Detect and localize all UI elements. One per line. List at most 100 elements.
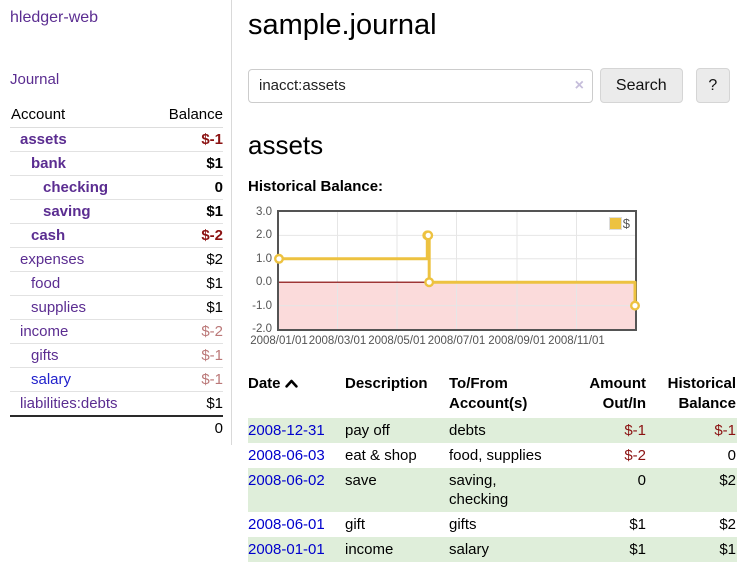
account-balance: $1: [150, 151, 223, 176]
account-row: income $-2: [10, 319, 223, 344]
accounts-total-row: 0: [10, 415, 223, 440]
sidebar-account-link[interactable]: gifts: [31, 347, 59, 364]
historical-balance-chart: $ 3.0 2.0 1.0 0.0 -1.0 -2.0 2008/01/01 2008/03…: [248, 206, 668, 353]
transaction-date-link[interactable]: 2008-01-01: [248, 541, 325, 558]
search-bar: × Search ?: [248, 68, 730, 103]
sidebar-account-link[interactable]: expenses: [20, 251, 85, 268]
x-axis-tick-label: 2008/11/01: [548, 335, 605, 347]
sidebar-account-link[interactable]: income: [20, 323, 69, 340]
transaction-amount: $1: [629, 541, 646, 558]
search-input-wrap: ×: [248, 68, 593, 103]
accounts-table: Account Balance assets $-1 bank $1 checking 0…: [10, 104, 223, 440]
transaction-row: 2008-06-01 gift gifts $1 $2: [248, 512, 737, 537]
sidebar-account-link[interactable]: checking: [43, 179, 109, 196]
transaction-description: save: [345, 472, 377, 489]
sidebar-account-link[interactable]: saving: [43, 203, 91, 220]
transaction-date-link[interactable]: 2008-06-02: [248, 472, 325, 489]
x-axis-tick-label: 2008/07/01: [427, 335, 486, 347]
x-axis-tick-label: 2008/01/01: [250, 335, 308, 347]
y-axis-tick-label: -2.0: [252, 323, 272, 335]
transaction-date-cell: 2008-06-01: [248, 512, 345, 537]
chart-legend: $: [608, 216, 630, 231]
transaction-accounts: gifts: [449, 516, 477, 533]
account-balance: $-1: [150, 367, 223, 392]
sidebar-item-journal[interactable]: Journal: [10, 71, 60, 88]
transaction-balance: $2: [719, 516, 736, 533]
account-row: supplies $1: [10, 295, 223, 320]
transaction-amount: $-2: [624, 447, 646, 464]
transaction-balance: 0: [727, 447, 736, 464]
sidebar-account-link[interactable]: food: [31, 275, 61, 292]
sidebar: hledger-web Journal Account Balance asse…: [0, 0, 232, 445]
clear-search-icon[interactable]: ×: [574, 76, 584, 94]
y-axis-tick-label: 1.0: [256, 252, 272, 265]
main-content: sample.journal × Search ? assets Histori…: [232, 0, 737, 562]
account-row: salary $-1: [10, 367, 223, 392]
account-balance: $1: [150, 295, 223, 320]
x-axis-tick-label: 2008/09/01: [488, 335, 546, 347]
transaction-date-link[interactable]: 2008-12-31: [248, 422, 325, 439]
accounts-column-header: To/From Account(s): [449, 375, 528, 412]
account-balance: $-2: [150, 319, 223, 344]
account-row: cash $-2: [10, 223, 223, 248]
brand-link[interactable]: hledger-web: [10, 9, 99, 26]
account-row: assets $-1: [10, 128, 223, 152]
account-row: expenses $2: [10, 247, 223, 272]
transaction-row: 2008-06-03 eat & shop food, supplies $-2 0: [248, 443, 737, 468]
sidebar-account-link[interactable]: supplies: [31, 299, 87, 316]
chart-canvas: [274, 212, 641, 329]
date-column-header[interactable]: Date: [248, 372, 345, 418]
account-row: liabilities:debts $1: [10, 391, 223, 416]
transaction-date-link[interactable]: 2008-06-03: [248, 447, 325, 464]
transaction-amount: 0: [637, 472, 646, 489]
description-column-header: Description: [345, 375, 428, 392]
transaction-balance: $-1: [714, 422, 736, 439]
account-balance: $1: [150, 391, 223, 416]
sidebar-account-link[interactable]: assets: [20, 131, 67, 148]
account-balance: $-1: [201, 131, 223, 148]
transaction-balance: $1: [719, 541, 736, 558]
legend-swatch-icon: [608, 217, 622, 230]
transaction-date-cell: 2008-12-31: [248, 418, 345, 443]
chart-title: Historical Balance:: [248, 178, 384, 195]
total-spacer: [10, 415, 151, 440]
transaction-description: income: [345, 541, 394, 558]
sidebar-account-link[interactable]: liabilities:debts: [20, 395, 118, 412]
sidebar-account-link[interactable]: bank: [31, 155, 67, 172]
hledger-web-app: hledger-web Journal Account Balance asse…: [0, 0, 737, 562]
search-input[interactable]: [248, 68, 593, 103]
x-axis-tick-label: 2008/03/01: [308, 335, 367, 347]
account-heading: assets: [248, 130, 324, 160]
transaction-description: gift: [345, 516, 366, 533]
total-balance: 0: [150, 415, 223, 440]
account-row: bank $1: [10, 151, 223, 176]
transaction-row: 2008-06-02 save saving, checking 0 $2: [248, 468, 737, 512]
account-column-header: Account: [10, 104, 151, 128]
sidebar-account-link[interactable]: cash: [31, 227, 66, 244]
balance-column-header: Balance: [150, 104, 223, 128]
transaction-accounts: saving, checking: [449, 472, 509, 508]
transaction-date-link[interactable]: 2008-06-01: [248, 516, 325, 533]
transaction-amount: $-1: [624, 422, 646, 439]
transaction-accounts: salary: [449, 541, 490, 558]
search-button[interactable]: Search: [599, 68, 683, 103]
transaction-date-cell: 2008-06-03: [248, 443, 345, 468]
transaction-description: pay off: [345, 422, 390, 439]
y-axis-tick-label: -1.0: [252, 299, 272, 312]
account-balance: $-2: [150, 223, 223, 248]
sidebar-account-link[interactable]: salary: [31, 371, 72, 388]
register-header-row: Date Description To/From Account(s) Amou…: [248, 372, 737, 418]
transaction-description: eat & shop: [345, 447, 417, 464]
help-button[interactable]: ?: [695, 68, 730, 103]
account-row: gifts $-1: [10, 343, 223, 368]
accounts-table-header: Account Balance: [10, 104, 223, 128]
legend-label: $: [622, 216, 630, 231]
account-balance: $1: [150, 271, 223, 296]
page-title: sample.journal: [248, 9, 437, 41]
balance-column-header: Historical Balance: [667, 375, 736, 412]
y-axis-tick-label: 2.0: [256, 229, 272, 242]
transaction-accounts: food, supplies: [449, 447, 542, 464]
transaction-row: 2008-12-31 pay off debts $-1 $-1: [248, 418, 737, 443]
account-row: checking 0: [10, 175, 223, 200]
sort-ascending-icon: [284, 379, 298, 388]
